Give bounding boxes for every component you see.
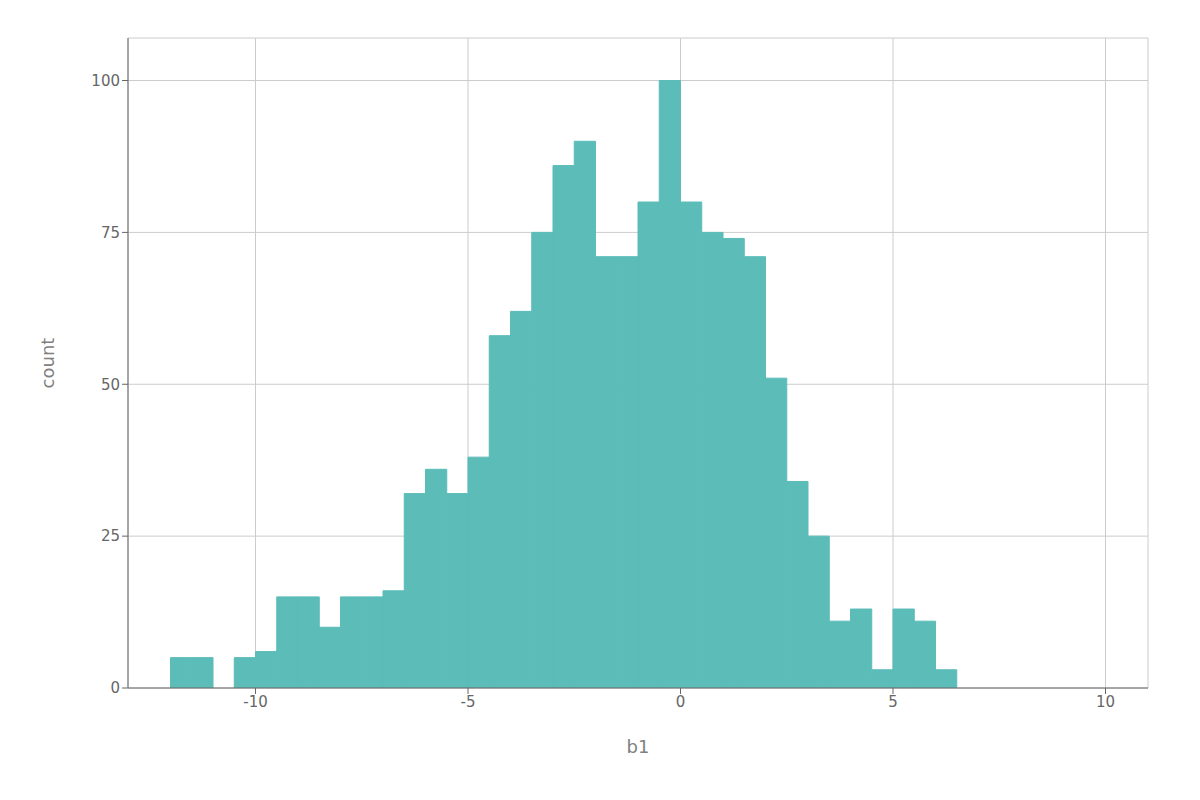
svg-text:b1: b1 [627, 736, 650, 757]
svg-text:-5: -5 [461, 693, 476, 711]
svg-text:5: 5 [888, 693, 898, 711]
svg-text:25: 25 [101, 527, 120, 545]
svg-text:75: 75 [101, 224, 120, 242]
svg-text:-10: -10 [243, 693, 268, 711]
svg-text:50: 50 [101, 376, 120, 394]
svg-text:0: 0 [110, 679, 120, 697]
svg-text:100: 100 [91, 72, 120, 90]
svg-text:count: count [37, 338, 58, 389]
svg-text:10: 10 [1096, 693, 1115, 711]
svg-text:0: 0 [676, 693, 686, 711]
